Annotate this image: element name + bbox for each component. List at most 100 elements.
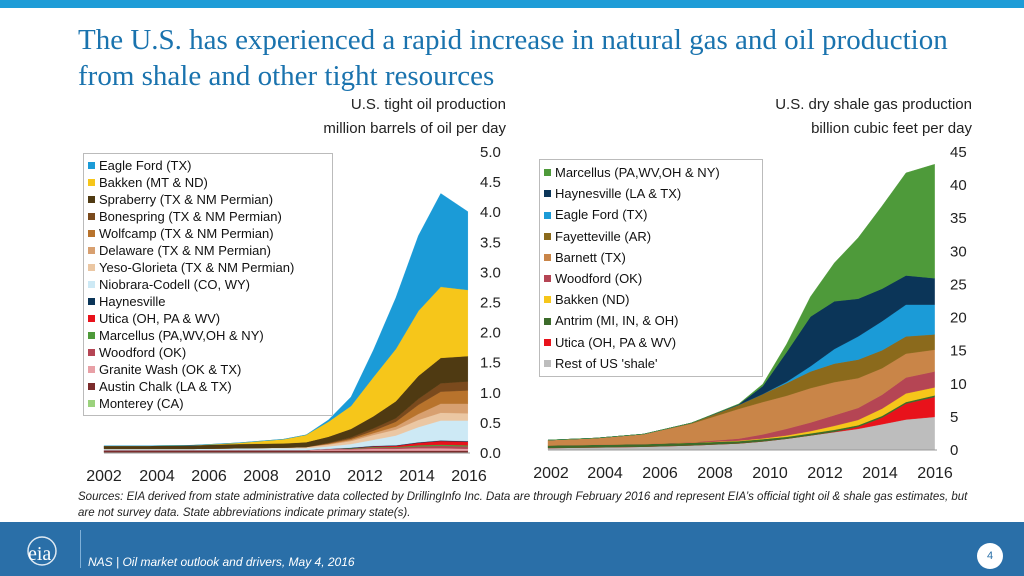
- gas-legend-label: Eagle Ford (TX): [555, 207, 648, 223]
- gas-x-tick-label: 2002: [533, 465, 569, 482]
- gas-legend-label: Rest of US 'shale': [555, 355, 658, 371]
- oil-x-tick-label: 2002: [86, 468, 122, 485]
- oil-legend-label: Bonespring (TX & NM Permian): [99, 209, 282, 224]
- gas-legend-label: Barnett (TX): [555, 249, 626, 265]
- oil-legend-swatch: [88, 315, 95, 322]
- gas-area-marcellus-pa-wv-oh-ny: [547, 164, 935, 441]
- oil-x-tick-label: 2010: [295, 468, 331, 485]
- gas-legend-swatch: [544, 211, 551, 219]
- oil-legend-item: Haynesville: [88, 293, 328, 310]
- oil-legend-label: Spraberry (TX & NM Permian): [99, 192, 274, 207]
- oil-legend-swatch: [88, 213, 95, 220]
- oil-legend-item: Bakken (MT & ND): [88, 174, 328, 191]
- oil-legend-item: Eagle Ford (TX): [88, 157, 328, 174]
- oil-legend-swatch: [88, 179, 95, 186]
- oil-legend-item: Marcellus (PA,WV,OH & NY): [88, 327, 328, 344]
- gas-legend-swatch: [544, 275, 551, 283]
- page-title: The U.S. has experienced a rapid increas…: [78, 24, 948, 92]
- gas-y-tick-label: 20: [950, 310, 967, 327]
- gas-legend-swatch: [544, 359, 551, 367]
- oil-legend-label: Wolfcamp (TX & NM Permian): [99, 226, 274, 241]
- gas-legend-swatch: [544, 317, 551, 325]
- gas-legend-item: Marcellus (PA,WV,OH & NY): [544, 162, 758, 183]
- oil-y-tick-label: 3.5: [480, 234, 501, 251]
- oil-legend-swatch: [88, 196, 95, 203]
- oil-legend-swatch: [88, 298, 95, 305]
- gas-legend-item: Fayetteville (AR): [544, 226, 758, 247]
- gas-y-tick-label: 40: [950, 177, 967, 194]
- gas-y-tick-label: 5: [950, 409, 958, 426]
- oil-legend-label: Austin Chalk (LA & TX): [99, 379, 232, 394]
- gas-y-tick-label: 15: [950, 343, 967, 360]
- oil-legend-label: Haynesville: [99, 294, 166, 309]
- oil-legend-item: Niobrara-Codell (CO, WY): [88, 276, 328, 293]
- oil-legend-label: Granite Wash (OK & TX): [99, 362, 242, 377]
- gas-legend-item: Eagle Ford (TX): [544, 204, 758, 225]
- gas-legend-swatch: [544, 232, 551, 240]
- oil-legend-label: Bakken (MT & ND): [99, 175, 208, 190]
- oil-y-tick-label: 0.5: [480, 415, 501, 432]
- gas-y-tick-label: 0: [950, 442, 958, 459]
- oil-y-tick-label: 2.5: [480, 295, 501, 312]
- footer-divider: [80, 530, 81, 568]
- gas-legend-swatch: [544, 296, 551, 304]
- oil-y-tick-label: 1.0: [480, 385, 501, 402]
- oil-legend-label: Niobrara-Codell (CO, WY): [99, 277, 250, 292]
- oil-legend-item: Woodford (OK): [88, 344, 328, 361]
- gas-legend-label: Marcellus (PA,WV,OH & NY): [555, 165, 720, 180]
- gas-legend-item: Haynesville (LA & TX): [544, 183, 758, 204]
- gas-legend-swatch: [544, 338, 551, 346]
- gas-y-tick-label: 25: [950, 276, 967, 293]
- oil-legend-swatch: [88, 366, 95, 373]
- gas-legend-label: Antrim (MI, IN, & OH): [555, 313, 679, 329]
- gas-y-tick-label: 10: [950, 376, 967, 393]
- gas-x-tick-label: 2008: [697, 465, 733, 482]
- gas-legend-item: Woodford (OK): [544, 268, 758, 289]
- oil-legend-item: Spraberry (TX & NM Permian): [88, 191, 328, 208]
- gas-x-tick-label: 2006: [642, 465, 678, 482]
- oil-y-tick-label: 0.0: [480, 445, 501, 462]
- footer: eia NAS | Oil market outlook and drivers…: [0, 522, 1024, 576]
- oil-legend-label: Yeso-Glorieta (TX & NM Permian): [99, 260, 295, 275]
- oil-legend-swatch: [88, 162, 95, 169]
- oil-legend-swatch: [88, 349, 95, 356]
- gas-legend-swatch: [544, 190, 551, 198]
- oil-x-tick-label: 2008: [243, 468, 279, 485]
- page-number: 4: [977, 543, 1003, 569]
- oil-x-tick-label: 2016: [451, 468, 487, 485]
- gas-chart-title-line1: U.S. dry shale gas production: [775, 96, 972, 113]
- gas-legend-swatch: [544, 253, 551, 261]
- gas-x-tick-label: 2012: [807, 465, 843, 482]
- oil-legend-label: Marcellus (PA,WV,OH & NY): [99, 328, 264, 343]
- oil-chart-title-line1: U.S. tight oil production: [350, 96, 506, 113]
- gas-legend-item: Rest of US 'shale': [544, 353, 758, 374]
- oil-legend-item: Yeso-Glorieta (TX & NM Permian): [88, 259, 328, 276]
- gas-legend-label: Fayetteville (AR): [555, 228, 652, 244]
- gas-y-tick-label: 35: [950, 210, 967, 227]
- oil-legend-item: Bonespring (TX & NM Permian): [88, 208, 328, 225]
- oil-legend-swatch: [88, 400, 95, 407]
- oil-legend-swatch: [88, 332, 95, 339]
- gas-legend-item: Utica (OH, PA & WV): [544, 332, 758, 353]
- oil-legend-label: Utica (OH, PA & WV): [99, 311, 221, 326]
- oil-y-tick-label: 5.0: [480, 144, 501, 161]
- oil-y-tick-label: 1.5: [480, 355, 501, 372]
- oil-x-tick-label: 2004: [139, 468, 175, 485]
- oil-legend-label: Monterey (CA): [99, 396, 184, 411]
- gas-legend-label: Haynesville (LA & TX): [555, 186, 682, 202]
- gas-legend-label: Woodford (OK): [555, 271, 643, 287]
- gas-legend-item: Barnett (TX): [544, 247, 758, 268]
- gas-legend-item: Antrim (MI, IN, & OH): [544, 310, 758, 331]
- oil-x-tick-label: 2006: [191, 468, 227, 485]
- gas-legend-item: Bakken (ND): [544, 289, 758, 310]
- oil-legend-label: Delaware (TX & NM Permian): [99, 243, 271, 258]
- oil-legend-item: Utica (OH, PA & WV): [88, 310, 328, 327]
- gas-x-tick-label: 2016: [917, 465, 953, 482]
- oil-legend-swatch: [88, 230, 95, 237]
- sources-note: Sources: EIA derived from state administ…: [78, 491, 968, 519]
- oil-legend-swatch: [88, 264, 95, 271]
- oil-area-austin-chalk-la-tx: [103, 450, 468, 453]
- oil-y-tick-label: 2.0: [480, 325, 501, 342]
- oil-legend-swatch: [88, 281, 95, 288]
